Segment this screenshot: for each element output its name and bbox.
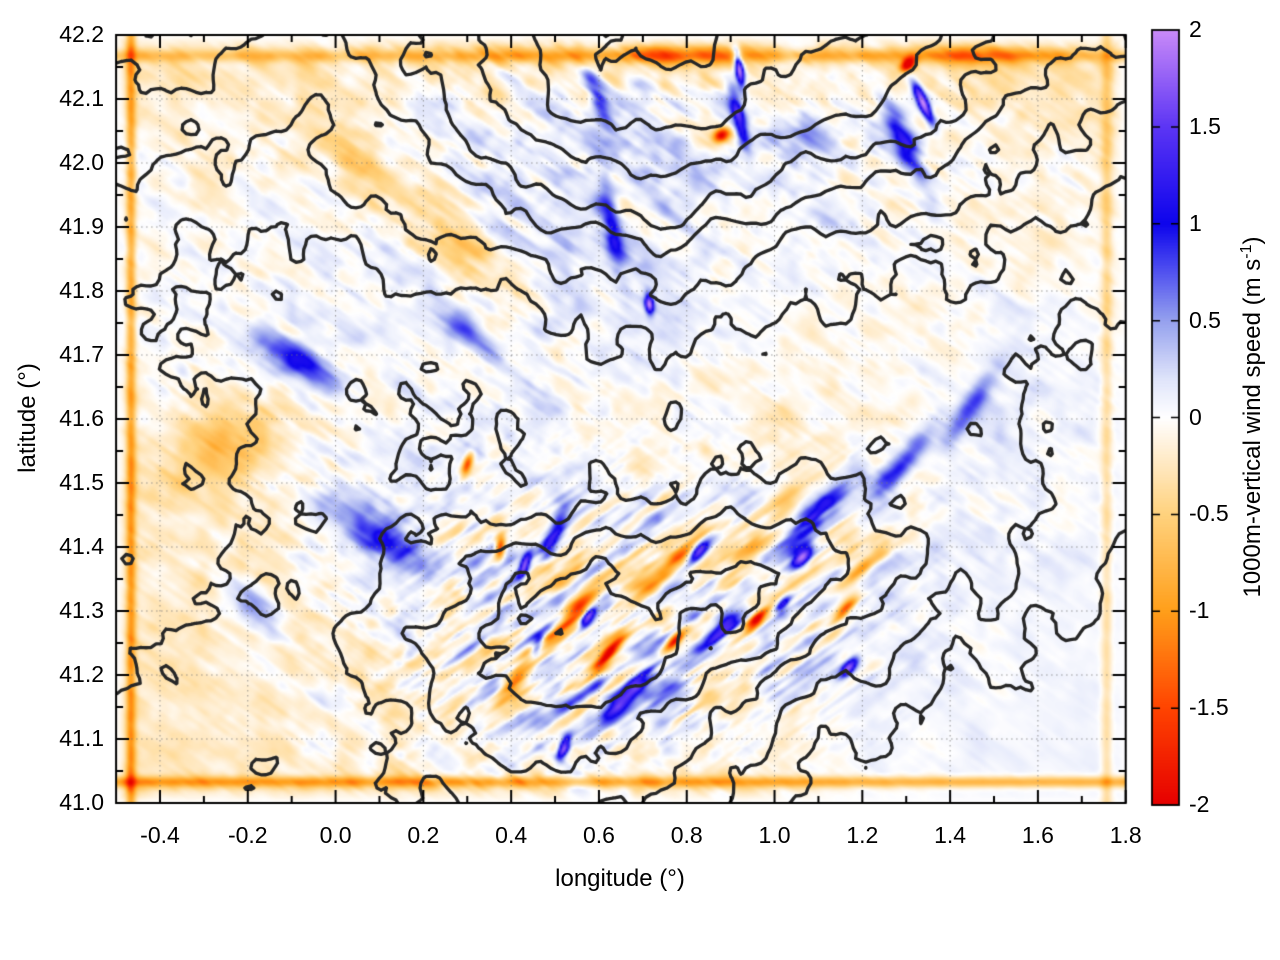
colorbar-tick-label: -1.5 — [1189, 694, 1229, 721]
colorbar-tick-label: 1 — [1189, 209, 1202, 236]
y-tick-label: 41.1 — [59, 725, 104, 751]
x-tick-label: -0.4 — [140, 822, 180, 848]
y-tick-label: 41.2 — [59, 661, 104, 687]
colorbar-title: 1000m-vertical wind speed (m s-1) — [1232, 182, 1266, 652]
y-tick-label: 41.0 — [59, 789, 104, 815]
y-tick-label: 42.1 — [59, 85, 104, 111]
x-tick-label: 1.8 — [1109, 822, 1142, 848]
x-tick-label: 0.8 — [670, 822, 703, 848]
y-tick-label: 42.2 — [59, 21, 104, 47]
x-tick-label: 0.4 — [495, 822, 528, 848]
x-tick-label: 0.2 — [407, 822, 440, 848]
colorbar-tick-label: -0.5 — [1189, 500, 1229, 527]
x-tick-label: -0.2 — [227, 822, 268, 848]
x-tick-label: 1.0 — [758, 822, 791, 848]
colorbar-title-text: 1000m-vertical wind speed (m s — [1239, 258, 1266, 598]
colorbar-tick-label: 0 — [1189, 403, 1202, 430]
y-tick-label: 41.7 — [59, 341, 104, 367]
colorbar-tick-label: 2 — [1189, 16, 1202, 42]
y-tick-label: 41.6 — [59, 405, 104, 431]
y-tick-label: 42.0 — [59, 149, 104, 175]
colorbar-title-close: ) — [1239, 236, 1266, 245]
x-tick-label: 1.4 — [934, 822, 967, 848]
x-tick-label: 1.2 — [846, 822, 879, 848]
y-tick-label: 41.5 — [59, 469, 104, 495]
x-tick-label: 0.6 — [582, 822, 615, 848]
colorbar-tick-label: 1.5 — [1189, 112, 1221, 139]
y-tick-label: 41.3 — [59, 597, 104, 623]
y-tick-label: 41.8 — [59, 277, 104, 303]
x-tick-label: 1.6 — [1021, 822, 1054, 848]
colorbar-title-superscript: -1 — [1238, 244, 1255, 259]
colorbar-tick-label: -2 — [1189, 791, 1210, 817]
y-tick-label: 41.9 — [59, 213, 104, 239]
y-tick-label: 41.4 — [59, 533, 104, 559]
x-tick-label: 0.0 — [319, 822, 352, 848]
x-axis-title: longitude (°) — [555, 865, 685, 892]
y-axis-title: latitude (°) — [14, 363, 41, 473]
colorbar-tick-label: -1 — [1189, 597, 1210, 624]
colorbar-tick-label: 0.5 — [1189, 306, 1221, 333]
